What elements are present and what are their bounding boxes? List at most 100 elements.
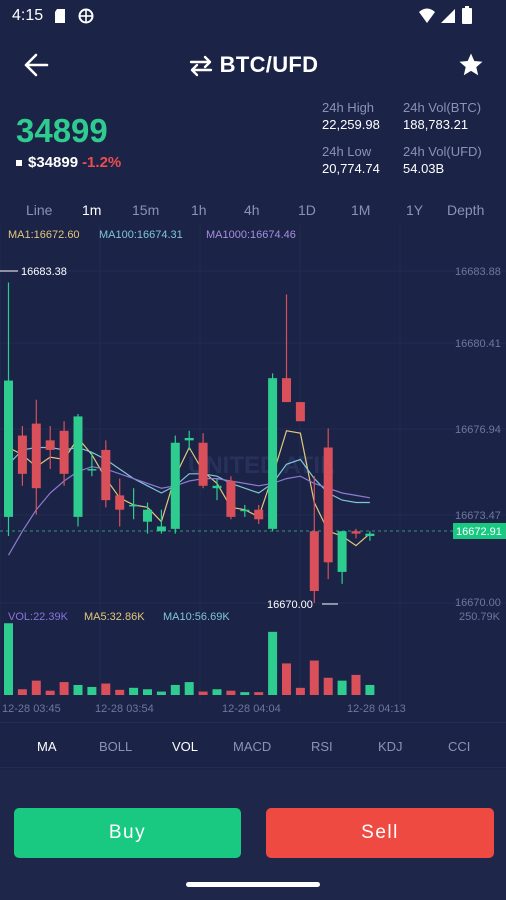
candle-body [365, 533, 375, 537]
high-label: 24h High [322, 100, 375, 115]
volume-bar [31, 680, 41, 695]
candle-body [73, 416, 83, 517]
time-label: 12-28 04:13 [347, 703, 406, 715]
volume-bar [351, 674, 361, 695]
volume-bar [212, 689, 222, 695]
tab-1mo[interactable]: 1M [351, 202, 371, 218]
status-time: 4:15 [12, 7, 44, 24]
vol-btc-label: 24h Vol(BTC) [403, 100, 482, 115]
candle-body [323, 447, 333, 563]
candle-body [282, 378, 291, 403]
back-arrow-icon[interactable] [22, 52, 50, 78]
price-axis-label: 16676.94 [455, 424, 501, 436]
indicator-vol[interactable]: VOL [172, 739, 199, 754]
volume-bar [45, 690, 55, 695]
price-change: -1.2% [82, 154, 122, 171]
fiat-price: $34899 [28, 154, 79, 171]
wifi-icon [419, 8, 435, 23]
volume-bar [4, 623, 13, 695]
vol-ufd-label: 24h Vol(UFD) [403, 144, 482, 159]
tab-line[interactable]: Line [26, 202, 53, 218]
candle-body [198, 442, 208, 486]
candle-body [87, 469, 97, 471]
tab-15m[interactable]: 15m [132, 202, 160, 218]
candle-body [143, 509, 152, 522]
vol-ufd-value: 54.03B [403, 161, 445, 176]
candle-body [101, 449, 111, 501]
time-label: 12-28 03:45 [2, 703, 61, 715]
star-favorite-icon[interactable] [458, 52, 484, 78]
ma1000-legend: MA1000:16674.46 [206, 229, 296, 241]
pair-title[interactable]: BTC/UFD [0, 52, 506, 78]
volume-bar [282, 663, 291, 695]
signal-icon [441, 9, 455, 23]
sd-card-icon [55, 9, 65, 23]
volume-bar [73, 684, 83, 695]
chart-grid [0, 225, 506, 703]
candle-body [129, 504, 139, 507]
last-price: 34899 [16, 112, 108, 149]
current-price-tag: 16672.91 [456, 526, 502, 538]
volume-bars [4, 623, 375, 695]
volume-bar [240, 692, 250, 695]
volume-bar [198, 691, 208, 695]
low-value: 20,774.74 [322, 161, 380, 176]
volume-bar [170, 684, 180, 695]
volume-bar [87, 686, 97, 695]
ma10-legend: MA10:56.69K [163, 611, 230, 623]
candles [4, 282, 375, 603]
swap-arrows-icon [189, 55, 212, 77]
tab-1h[interactable]: 1h [191, 202, 207, 218]
tab-1y[interactable]: 1Y [406, 202, 424, 218]
indicator-macd[interactable]: MACD [233, 739, 272, 754]
price-axis-label: 16680.41 [455, 338, 501, 350]
indicator-cci[interactable]: CCI [448, 739, 471, 754]
volume-bar [309, 660, 319, 695]
candle-body [170, 442, 180, 529]
volume-bar [17, 689, 27, 695]
volume-bar [143, 689, 152, 695]
tab-4h[interactable]: 4h [244, 202, 260, 218]
volume-bar [156, 691, 166, 695]
high-marker: 16683.38 [21, 266, 67, 278]
current-price-tag-bg [453, 523, 506, 539]
candlestick-chart[interactable]: UNITED ATIL MA1:16672.60 MA100:16674.31 … [0, 225, 506, 720]
buy-button[interactable]: Buy [14, 808, 241, 858]
volume-bar [323, 677, 333, 695]
indicator-ma[interactable]: MA [37, 739, 57, 754]
ma-line-ma1000 [7, 466, 371, 556]
bullet-icon [16, 160, 22, 167]
home-indicator[interactable] [186, 882, 320, 887]
pair-title-text: BTC/UFD [219, 52, 319, 77]
tab-1m[interactable]: 1m [82, 202, 102, 218]
timeframe-tabs: Line 1m 15m 1h 4h 1D 1M 1Y Depth [0, 198, 506, 224]
volume-bar [101, 683, 111, 695]
app-header: BTC/UFD [0, 40, 506, 92]
vpn-globe-icon [78, 8, 94, 24]
volume-bar [129, 687, 139, 695]
candle-body [4, 380, 13, 517]
time-label: 12-28 04:04 [222, 703, 281, 715]
tab-depth[interactable]: Depth [447, 202, 485, 218]
candle-body [295, 402, 305, 422]
stats-col-1: 24h High 22,259.98 24h Low 20,774.74 [322, 100, 380, 176]
candle-body [17, 435, 27, 474]
ma5-legend: MA5:32.86K [84, 611, 145, 623]
indicator-rsi[interactable]: RSI [311, 739, 333, 754]
trade-actions: Buy Sell [0, 770, 506, 900]
indicator-boll[interactable]: BOLL [99, 739, 133, 754]
volume-bar [184, 682, 194, 695]
tab-1d[interactable]: 1D [298, 202, 316, 218]
volume-axis-max: 250.79K [459, 611, 501, 623]
candle-body [59, 430, 69, 474]
price-axis-label: 16670.00 [455, 597, 501, 609]
indicator-kdj[interactable]: KDJ [378, 739, 403, 754]
time-label: 12-28 03:54 [95, 703, 154, 715]
price-axis-label: 16673.47 [455, 510, 501, 522]
candle-body [45, 440, 55, 450]
high-value: 22,259.98 [322, 117, 380, 132]
sell-button[interactable]: Sell [266, 808, 494, 858]
candle-body [337, 531, 347, 572]
candle-body [212, 485, 222, 489]
low-marker: 16670.00 [267, 599, 313, 611]
